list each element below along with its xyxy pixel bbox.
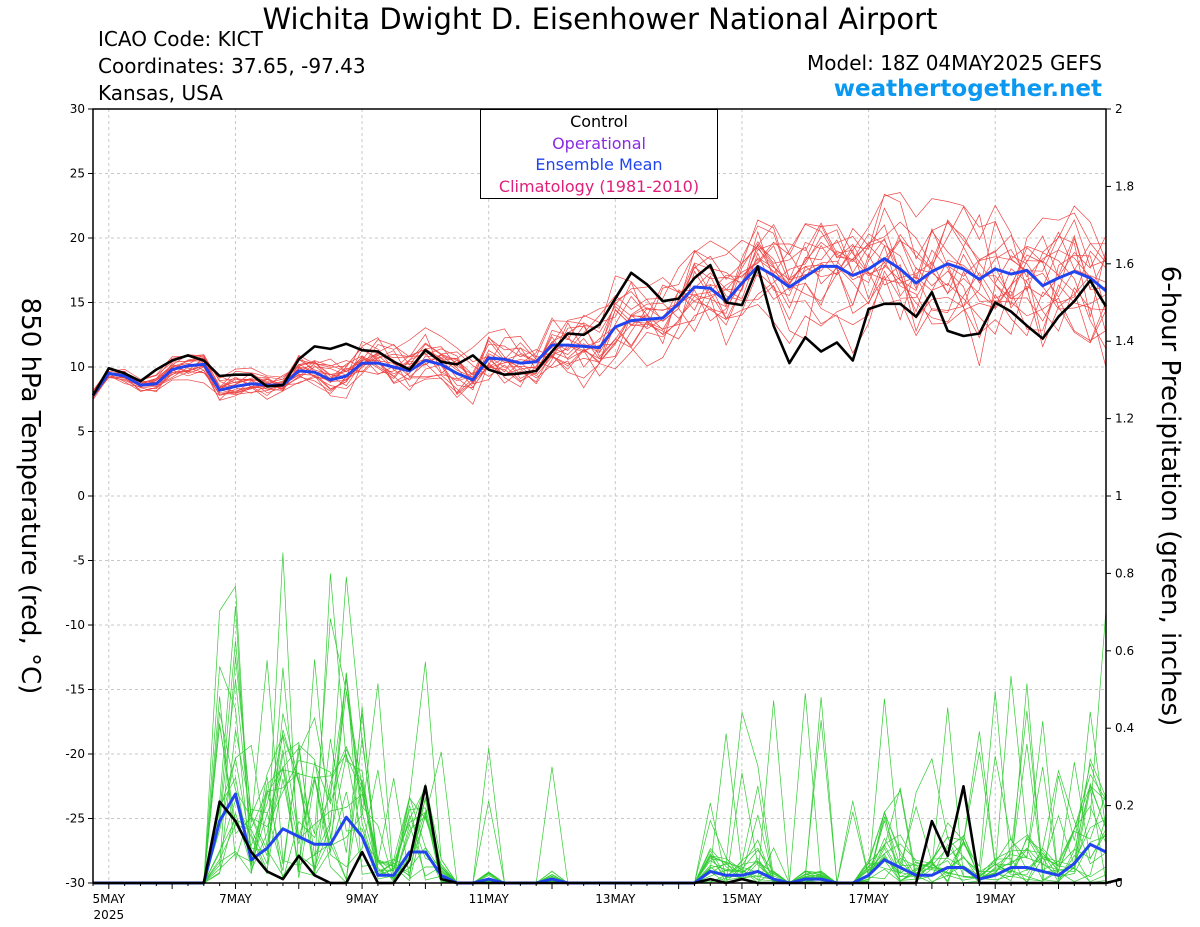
y-left-tick-label: -10 (65, 618, 85, 632)
x-tick-label: 11MAY (469, 892, 510, 906)
y-right-tick-label: 0.6 (1115, 644, 1134, 658)
x-tick-year: 2025 (94, 908, 125, 922)
y-left-tick-label: 5 (77, 425, 85, 439)
y-right-tick-label: 1 (1115, 489, 1123, 503)
y-left-tick-label: 0 (77, 489, 85, 503)
temperature-member-line (92, 229, 1107, 401)
y-left-tick-label: -20 (65, 747, 85, 761)
x-tick-label: 7MAY (219, 892, 252, 906)
temperature-members (92, 192, 1107, 405)
y-left-tick-label: -25 (65, 812, 85, 826)
temperature-member-line (92, 223, 1107, 398)
temperature-member-line (92, 219, 1107, 396)
y-right-tick-label: 0.2 (1115, 799, 1134, 813)
y-left-tick-label: -5 (73, 554, 85, 568)
y-right-tick-label: 0 (1115, 876, 1123, 890)
temperature-member-line (92, 231, 1107, 395)
temperature-member-line (92, 204, 1107, 395)
x-tick-label: 13MAY (595, 892, 636, 906)
temperature-member-line (92, 239, 1107, 396)
y-right-tick-label: 0.8 (1115, 566, 1134, 580)
legend-item-control: Control (570, 112, 628, 131)
temperature-member-line (92, 230, 1107, 398)
x-tick-label: 5MAY (93, 892, 126, 906)
control-temperature-line (91, 263, 1108, 397)
icao-code: ICAO Code: KICT (98, 27, 263, 51)
y-left-tick-label: 20 (70, 231, 85, 245)
y-left-tick-label: -30 (65, 876, 85, 890)
temperature-member-line (92, 213, 1107, 392)
y-right-tick-label: 2 (1115, 102, 1123, 116)
temperature-member-line (92, 225, 1107, 396)
y-left-tick-label: 30 (70, 102, 85, 116)
legend-item-operational: Operational (552, 133, 646, 153)
precipitation-member-line (93, 706, 1107, 884)
page-title: Wichita Dwight D. Eisenhower National Ai… (262, 2, 938, 36)
temperature-member-line (92, 224, 1107, 397)
legend-item-climatology: Climatology (1981-2010) (498, 176, 700, 196)
temperature-member-line (92, 220, 1107, 399)
x-tick-label: 19MAY (975, 892, 1016, 906)
x-tick-label: 17MAY (848, 892, 889, 906)
region: Kansas, USA (98, 81, 223, 105)
y-left-tick-label: -15 (65, 683, 85, 697)
temperature-member-line (92, 227, 1107, 399)
temperature-member-line (92, 192, 1107, 405)
y-axis-left-label: 850 hPa Temperature (red, °C) (15, 297, 45, 695)
y-right-tick-label: 0.4 (1115, 721, 1134, 735)
y-axis-right-label: 6-hour Precipitation (green, inches) (1155, 265, 1185, 727)
coordinates: Coordinates: 37.65, -97.43 (98, 54, 366, 78)
y-left-tick-label: 25 (70, 167, 85, 181)
x-tick-label: 9MAY (346, 892, 379, 906)
precipitation-member-line (93, 710, 1107, 884)
y-right-tick-label: 1.4 (1115, 334, 1134, 348)
y-left-tick-label: 15 (70, 296, 85, 310)
temperature-member-line (92, 228, 1107, 399)
legend: Control Operational Ensemble Mean Climat… (480, 109, 718, 199)
y-right-tick-label: 1.2 (1115, 412, 1134, 426)
y-right-tick-label: 1.6 (1115, 257, 1134, 271)
legend-item-ensemble-mean: Ensemble Mean (535, 155, 663, 174)
model-run: Model: 18Z 04MAY2025 GEFS (807, 51, 1102, 75)
site-link[interactable]: weathertogether.net (833, 76, 1102, 102)
y-left-tick-label: 10 (70, 360, 85, 374)
axis-ticks: 302520151050-5-10-15-20-25-3021.81.61.41… (65, 102, 1134, 922)
ensemble-mean-temperature-line (91, 257, 1107, 397)
temperature-member-line (92, 212, 1107, 401)
y-right-tick-label: 1.8 (1115, 179, 1134, 193)
x-tick-label: 15MAY (722, 892, 763, 906)
chart-grid (93, 109, 1106, 883)
